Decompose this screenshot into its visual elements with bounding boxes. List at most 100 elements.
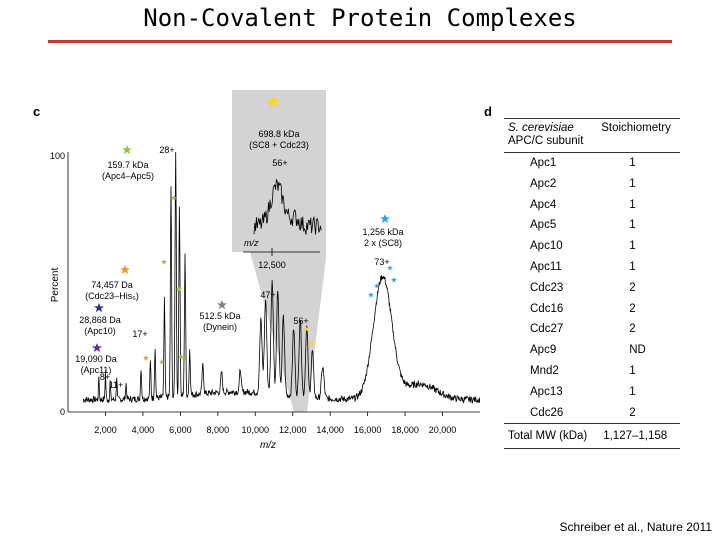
peak-star-icon	[178, 354, 184, 360]
inset-axis-label: m/z	[244, 238, 259, 248]
table-row: Mnd2 1	[504, 361, 680, 382]
sc8-name-label: 2 x (SC8)	[364, 238, 402, 248]
total-label: Total MW (kDa)	[504, 423, 598, 450]
dynein-mass-label: 512.5 kDa	[199, 311, 240, 321]
stoichiometry-table: S. cerevisiae APC/C subunit Stoichiometr…	[504, 118, 680, 450]
subunit-cell: Apc2	[530, 177, 557, 190]
title-underline	[48, 40, 672, 43]
stoichiometry-cell: 1	[629, 260, 636, 273]
charge-label-47: 47+	[260, 290, 275, 300]
subunit-cell: Cdc16	[530, 302, 564, 315]
x-tick-label: 6,000	[169, 425, 192, 435]
stoichiometry-cell: 2	[629, 323, 636, 336]
total-value: 1,127–1,158	[597, 423, 680, 450]
inset-zoom: 698.8 kDa (SC8 + Cdc23) 56+ m/z 12,500	[243, 95, 322, 270]
x-tick-label: 16,000	[354, 425, 382, 435]
x-axis-label: m/z	[260, 440, 276, 451]
charge-label-28: 28+	[159, 145, 174, 155]
subunit-cell: Cdc26	[530, 406, 564, 419]
citation: Schreiber et al., Nature 2011	[559, 520, 712, 534]
y-axis-label: Percent	[50, 268, 61, 303]
stoichiometry-cell: 1	[629, 157, 636, 169]
apc4-mass-label: 159.7 kDa	[107, 160, 148, 170]
peak-star-icon	[391, 277, 397, 283]
apc11-mass-label: 19,090 Da	[75, 354, 117, 364]
stoichiometry-cell: 1	[629, 198, 636, 211]
stoichiometry-cell: 1	[629, 385, 636, 398]
navy-star-icon	[94, 303, 104, 313]
mass-spectrum-chart: 698.8 kDa (SC8 + Cdc23) 56+ m/z 12,500 1…	[50, 90, 480, 451]
stoichiometry-header: Stoichiometry	[597, 118, 680, 153]
table-row: Cdc16 2	[504, 299, 680, 320]
table-row: Apc5 1	[504, 215, 680, 236]
x-tick-label: 14,000	[316, 425, 344, 435]
spectrum-trace	[82, 151, 480, 404]
table-row: Cdc23 2	[504, 278, 680, 299]
table-row: Cdc27 2	[504, 319, 680, 340]
subunit-cell: Apc10	[530, 240, 563, 253]
peak-star-icon	[368, 292, 374, 298]
subunit-cell: Cdc27	[530, 323, 564, 336]
charge-label-8: 8+	[100, 372, 110, 382]
subunit-cell: Apc9	[530, 344, 557, 357]
charge-label-17: 17+	[132, 329, 147, 339]
peak-star-icon	[143, 355, 149, 361]
apc11-name-label: (Apc11)	[81, 365, 112, 375]
organism-label: S. cerevisiae	[508, 122, 574, 134]
charge-label-56: 56+	[293, 316, 308, 326]
inset-charge-label: 56+	[272, 158, 287, 168]
table-row: Apc13 1	[504, 382, 680, 403]
stoichiometry-cell: 2	[629, 281, 636, 294]
table-row: Apc4 1	[504, 195, 680, 216]
table-body: Apc1 1 Apc2 1 Apc4 1 Apc5 1 Apc10 1 Apc11 1 Cdc23 2 Cd…	[504, 153, 680, 424]
charge-label-11: 11+	[109, 380, 124, 390]
inset-tick-label: 12,500	[258, 260, 286, 270]
table-row: Apc2 1	[504, 174, 680, 195]
stoichiometry-cell: 1	[629, 364, 636, 377]
cdc23-mass-label: 74,457 Da	[91, 280, 133, 290]
total-row: Total MW (kDa) 1,127–1,158	[504, 423, 680, 450]
subunit-column-label: APC/C subunit	[508, 135, 584, 147]
stoichiometry-cell: 1	[629, 240, 636, 253]
stoichiometry-cell: 2	[629, 406, 636, 419]
purple-star-icon	[92, 343, 102, 353]
x-tick-label: 12,000	[279, 425, 307, 435]
table-header-row: S. cerevisiae APC/C subunit Stoichiometr…	[504, 118, 680, 153]
subunit-cell: Apc4	[530, 198, 557, 211]
subunit-cell: Cdc23	[530, 281, 564, 294]
table-row: Apc10 1	[504, 236, 680, 257]
inset-complex-label: (SC8 + Cdc23)	[249, 140, 309, 150]
x-tick-label: 8,000	[207, 425, 230, 435]
y-tick-100: 100	[50, 151, 65, 161]
stoichiometry-cell: 1	[629, 177, 636, 190]
table-row: Cdc26 2	[504, 403, 680, 424]
orange-star-icon	[120, 265, 130, 275]
table-row: Apc11 1	[504, 257, 680, 278]
dynein-name-label: (Dynein)	[203, 322, 237, 332]
table-row: Apc1 1	[504, 153, 680, 174]
subunit-cell: Apc5	[530, 219, 557, 232]
cyan-star-icon	[380, 214, 390, 224]
subunit-header: S. cerevisiae APC/C subunit	[504, 118, 598, 153]
peak-star-icon	[161, 259, 167, 265]
table-row: Apc9 ND	[504, 340, 680, 361]
green-star-icon	[122, 145, 132, 155]
x-tick-label: 4,000	[132, 425, 155, 435]
sc8-mass-label: 1,256 kDa	[362, 227, 403, 237]
subunit-cell: Apc11	[530, 260, 562, 273]
gray-star-icon	[217, 300, 227, 310]
subunit-cell: Mnd2	[530, 364, 559, 377]
stoichiometry-cell: 1	[629, 219, 636, 232]
x-ticks: 2,000 4,000 6,000 8,000 10,000 12,000 14,000 16…	[94, 412, 456, 435]
subunit-cell: Apc1	[530, 157, 557, 169]
slide-title: Non-Covalent Protein Complexes	[143, 4, 577, 32]
panel-letter-d: d	[484, 104, 492, 119]
inset-trace	[253, 179, 322, 235]
apc4-name-label: (Apc4–Apc5)	[102, 171, 154, 181]
peak-star-icon	[159, 359, 165, 365]
x-tick-label: 2,000	[94, 425, 117, 435]
subunit-cell: Apc13	[530, 385, 563, 398]
panel-letter-c: c	[33, 104, 41, 119]
x-tick-label: 20,000	[429, 425, 457, 435]
stoichiometry-cell: 2	[629, 302, 636, 315]
